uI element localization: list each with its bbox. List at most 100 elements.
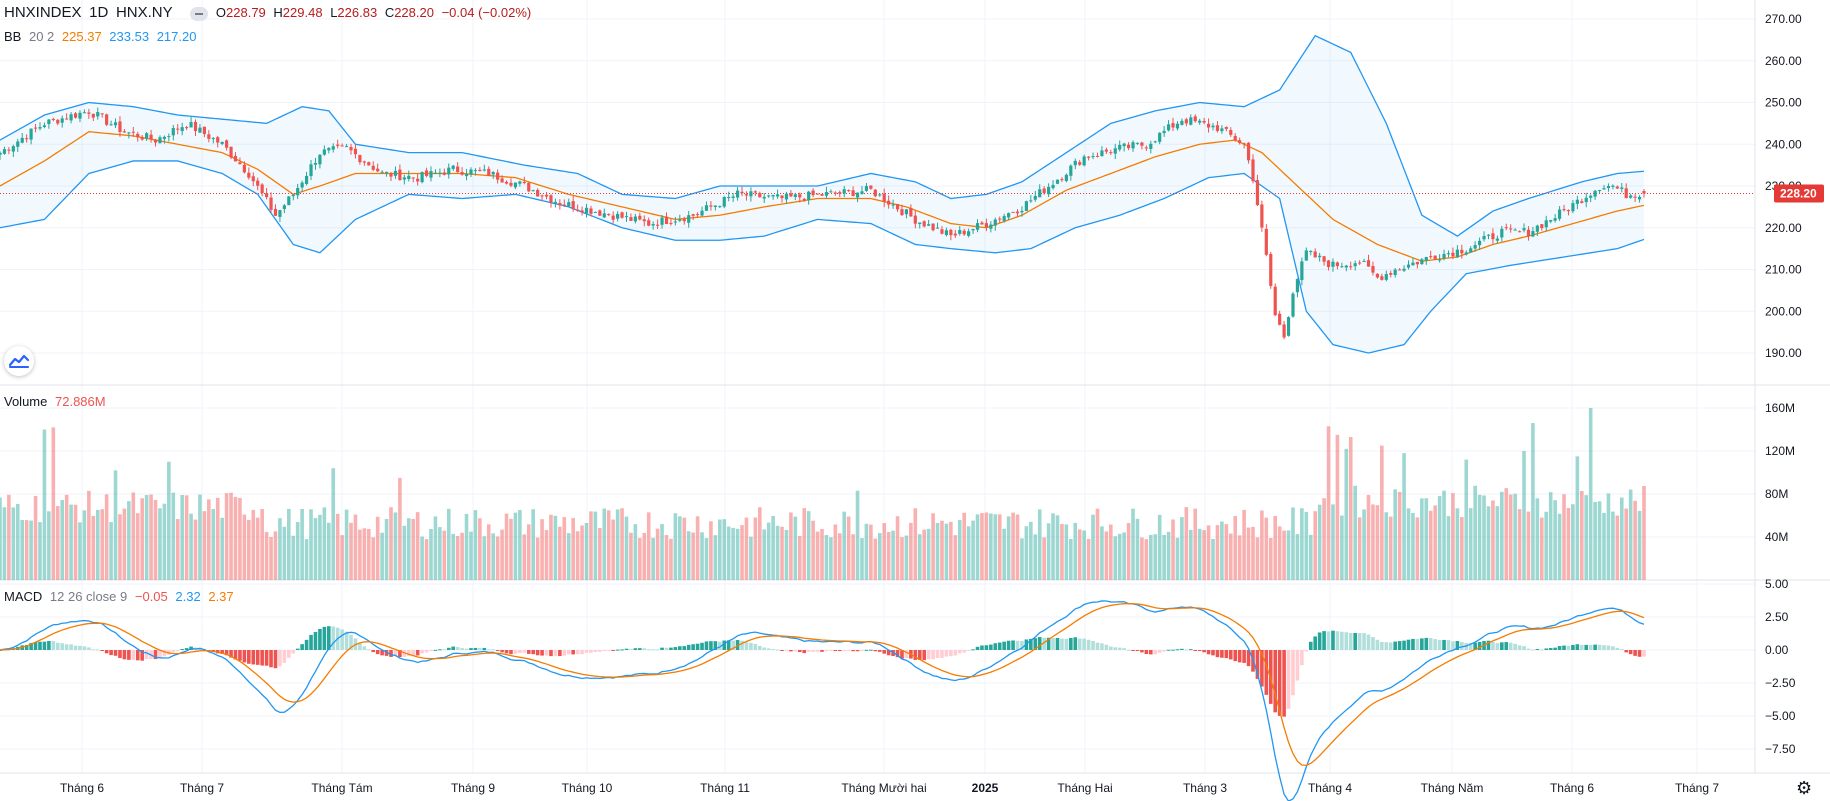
volume-bar	[1300, 508, 1304, 580]
candle-body	[1162, 130, 1166, 134]
candle-body	[362, 161, 366, 163]
macd-hist-bar	[340, 629, 344, 650]
gear-icon[interactable]: ⚙	[1796, 778, 1813, 798]
symbol-name[interactable]: HNXINDEX	[4, 4, 82, 21]
price-axes[interactable]: 190.00200.00210.00220.00230.00240.00250.…	[1765, 12, 1824, 756]
macd-hist-bar	[1091, 641, 1095, 650]
open-label: O	[215, 5, 227, 20]
candle-body	[264, 193, 269, 198]
volume-bar	[335, 513, 340, 580]
macd-hist-bar	[877, 650, 882, 652]
macd-hist-bar	[1344, 632, 1349, 650]
macd-hist-bar	[460, 648, 464, 650]
volume-bar	[1171, 519, 1175, 580]
volume-bar	[1500, 491, 1504, 580]
volume-bar	[1522, 451, 1526, 580]
candle-body	[1344, 265, 1348, 268]
macd-hist-bar	[1184, 649, 1189, 651]
macd-hist-bar	[1095, 642, 1100, 650]
tradingview-logo-icon[interactable]	[4, 346, 34, 376]
volume-bar	[1322, 498, 1326, 580]
candle-body	[216, 137, 220, 143]
macd-hist-bar	[806, 650, 811, 652]
collapse-legend-button[interactable]	[190, 6, 209, 21]
candle-body	[1642, 191, 1646, 194]
macd-hist-bar	[1504, 642, 1509, 650]
volume-bar	[486, 524, 491, 580]
macd-legend[interactable]: MACD 12 26 close 9 −0.05 2.32 2.37	[4, 589, 238, 604]
macd-hist-bar	[575, 650, 580, 655]
candle-body	[327, 147, 331, 151]
macd-hist-bar	[229, 650, 233, 658]
candle-body	[1549, 220, 1553, 222]
candle-body	[29, 128, 33, 140]
volume-bar	[91, 515, 96, 580]
macd-hist-bar	[949, 650, 953, 657]
candle-body	[1446, 253, 1451, 255]
candle-body	[145, 133, 149, 139]
volume-bar	[1460, 517, 1464, 580]
volume-tick-label: 160M	[1765, 401, 1795, 415]
volume-bar	[1255, 537, 1260, 580]
macd-hist-bar	[509, 650, 513, 655]
macd-hist-bar	[1362, 633, 1366, 650]
low-value: 226.83	[337, 5, 378, 20]
candle-body	[1620, 187, 1624, 189]
macd-hist-bar	[971, 649, 975, 651]
candle-body	[1033, 195, 1037, 200]
candle-body	[1629, 195, 1633, 198]
macd-hist-bar	[304, 639, 309, 650]
macd-hist-bar	[1295, 650, 1300, 681]
volume-bar	[1135, 518, 1140, 580]
volume-bar	[949, 521, 953, 580]
candle-body	[1633, 196, 1637, 198]
candle-body	[1286, 317, 1291, 336]
macd-hist-bar	[1206, 650, 1211, 655]
candle-body	[122, 131, 127, 133]
candle-body	[1526, 229, 1531, 237]
volume-bar	[646, 512, 651, 580]
candle-body	[1242, 143, 1246, 145]
interval-label[interactable]: 1D	[89, 4, 109, 21]
candle-body	[802, 198, 806, 201]
bollinger-legend[interactable]: BB 20 2 225.37 233.53 217.20	[4, 29, 200, 44]
volume-bar	[1268, 537, 1273, 580]
volume-legend[interactable]: Volume 72.886M	[4, 394, 110, 409]
candle-body	[1091, 156, 1095, 158]
macd-hist-bar	[544, 650, 549, 656]
macd-hist-bar	[615, 649, 620, 651]
macd-hist-bar	[1140, 650, 1144, 653]
macd-hist-bar	[620, 649, 624, 651]
time-tick-label: Tháng Năm	[1421, 781, 1484, 795]
macd-hist-bar	[1304, 650, 1309, 652]
macd-hist-bar	[180, 649, 184, 651]
macd-hist-bar	[95, 649, 100, 651]
candle-body	[1238, 140, 1242, 143]
macd-hist-bar	[833, 650, 838, 651]
candle-body	[993, 219, 997, 226]
candle-body	[171, 128, 175, 136]
volume-bar	[1157, 514, 1162, 580]
time-tick-label: Tháng 3	[1183, 781, 1227, 795]
last-price-label: 228.20	[1780, 187, 1817, 201]
candle-body	[1051, 184, 1055, 189]
volume-bar	[1077, 529, 1082, 580]
candle-body	[518, 181, 522, 184]
candle-body	[1349, 266, 1353, 268]
macd-hist-bar	[1135, 650, 1140, 651]
candle-body	[735, 190, 740, 198]
volume-bar	[606, 510, 611, 580]
candle-body	[549, 195, 553, 203]
macd-hist-bar	[744, 642, 749, 650]
macd-hist-bar	[478, 648, 482, 650]
time-axis[interactable]: Tháng 6 Tháng 7 Tháng Tám Tháng 9 Tháng 10 Th…	[60, 781, 1719, 795]
volume-bar	[975, 514, 980, 580]
candle-body	[207, 134, 211, 139]
volume-bar	[833, 524, 838, 580]
volume-bar	[1526, 511, 1531, 580]
candle-body	[1140, 142, 1144, 146]
volume-bar	[1286, 530, 1291, 580]
macd-hist-bar	[771, 649, 775, 651]
macd-hist-bar	[518, 650, 522, 654]
